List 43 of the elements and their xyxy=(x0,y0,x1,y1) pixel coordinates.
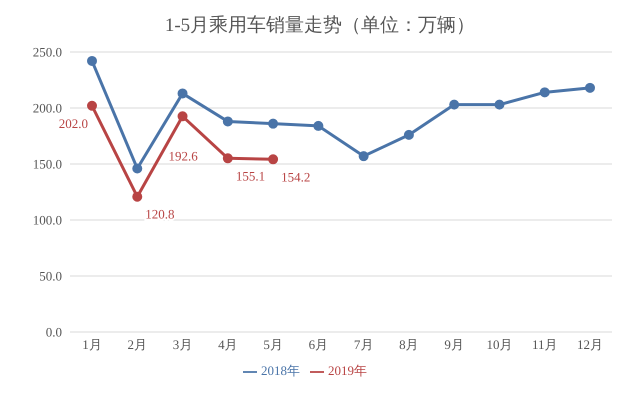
x-tick-label: 7月 xyxy=(354,337,374,352)
point xyxy=(313,120,324,131)
point xyxy=(404,130,414,140)
x-tick-label: 1月 xyxy=(82,337,102,352)
data-label: 202.0 xyxy=(58,116,88,131)
point xyxy=(132,163,142,174)
point xyxy=(87,100,97,111)
point xyxy=(585,82,595,93)
x-tick-label: 3月 xyxy=(172,337,192,352)
point xyxy=(87,56,97,66)
point xyxy=(132,192,142,202)
x-tick-label: 6月 xyxy=(308,337,328,352)
point xyxy=(222,116,233,126)
x-tick-label: 12月 xyxy=(577,337,603,352)
y-tick-label: 0.0 xyxy=(46,324,62,340)
point xyxy=(178,111,188,122)
chart-title: 1-5月乘用车销量走势（单位：万辆） xyxy=(164,14,476,38)
y-tick-label: 250.0 xyxy=(32,44,62,60)
x-tick-label: 4月 xyxy=(218,337,238,352)
y-tick-label: 200.0 xyxy=(32,100,62,116)
x-tick-label: 10月 xyxy=(486,337,512,352)
x-tick-label: 9月 xyxy=(444,337,464,352)
point xyxy=(494,100,504,110)
x-tick-label: 2月 xyxy=(128,337,148,352)
y-tick-label: 50.0 xyxy=(39,268,62,284)
data-label: 192.6 xyxy=(168,148,198,164)
point xyxy=(222,153,233,164)
data-label: 154.2 xyxy=(281,169,310,184)
data-label: 155.1 xyxy=(236,168,266,184)
legend-label: 2018年 xyxy=(261,363,300,378)
data-label: 120.8 xyxy=(145,206,175,222)
point xyxy=(178,88,188,98)
x-tick-label: 5月 xyxy=(263,337,283,352)
point xyxy=(540,87,550,98)
point xyxy=(358,151,369,162)
legend-label: 2019年 xyxy=(328,363,367,378)
x-tick-label: 8月 xyxy=(399,337,419,352)
y-tick-label: 150.0 xyxy=(32,156,62,172)
y-tick-label: 100.0 xyxy=(32,212,62,228)
point xyxy=(268,154,278,164)
x-tick-label: 11月 xyxy=(532,337,558,352)
point xyxy=(268,118,278,129)
point xyxy=(449,100,460,110)
